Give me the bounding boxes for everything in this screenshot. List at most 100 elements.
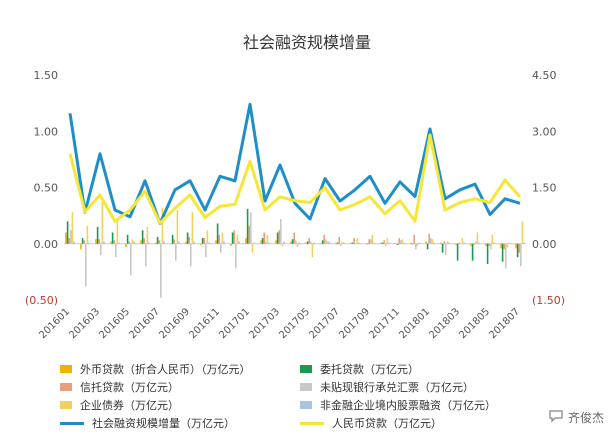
bar xyxy=(186,232,189,244)
bar xyxy=(476,232,479,244)
x-tick-label: 201711 xyxy=(367,306,402,341)
x-tick-label: 201609 xyxy=(157,306,192,341)
x-tick-label: 201801 xyxy=(397,306,432,341)
x-tick-label: 201603 xyxy=(67,306,102,341)
legend-item-bank-acceptance: 未贴现银行承兑汇票（万亿元） xyxy=(300,379,540,395)
bar xyxy=(341,241,344,244)
bar xyxy=(506,243,509,248)
bar xyxy=(260,240,262,244)
bar xyxy=(445,243,447,255)
bar xyxy=(520,243,522,267)
bar xyxy=(141,230,144,244)
bar xyxy=(170,243,172,245)
legend-label: 人民币贷款（万亿元） xyxy=(332,417,442,430)
bar xyxy=(433,242,435,244)
bar xyxy=(350,242,352,244)
bar xyxy=(470,243,472,246)
bar xyxy=(306,241,309,244)
bar xyxy=(208,242,210,244)
bar xyxy=(488,243,490,246)
bar xyxy=(418,242,420,244)
bar xyxy=(115,243,117,258)
bar xyxy=(340,243,342,246)
bar xyxy=(431,239,434,244)
bar xyxy=(250,212,252,244)
left-tick-label: 1.00 xyxy=(34,125,59,138)
bar xyxy=(493,242,495,244)
legend-label: 非金融企业境内股票融资（万亿元） xyxy=(320,399,496,412)
bar xyxy=(251,243,254,253)
legend-label: 信托贷款（万亿元） xyxy=(80,381,179,394)
bar xyxy=(311,243,314,258)
rmb-loans-line xyxy=(68,133,522,225)
bar xyxy=(478,242,480,244)
bar xyxy=(155,242,157,244)
bar xyxy=(185,241,187,244)
bar xyxy=(491,234,494,244)
x-tick-label: 201607 xyxy=(127,306,162,341)
bar xyxy=(220,243,222,253)
bar xyxy=(238,241,240,244)
bar xyxy=(88,242,90,244)
bar xyxy=(335,242,337,244)
bar xyxy=(230,243,232,246)
legend-label: 社会融资规模增量（万亿元） xyxy=(92,417,235,430)
legend-item-corporate-bonds: 企业债券（万亿元） xyxy=(60,397,300,413)
legend-swatch xyxy=(60,421,84,425)
bar xyxy=(200,243,202,245)
bar xyxy=(128,241,130,244)
bar xyxy=(523,242,525,244)
bar xyxy=(171,234,174,244)
bar xyxy=(295,240,297,244)
bar xyxy=(296,243,299,248)
bar xyxy=(70,230,72,244)
x-tick-label: 201707 xyxy=(307,306,342,341)
bar xyxy=(265,241,267,244)
bar xyxy=(351,242,354,244)
bar xyxy=(253,242,255,244)
x-tick-label: 201611 xyxy=(187,306,222,341)
bar xyxy=(440,242,442,244)
bar xyxy=(130,243,132,276)
bar xyxy=(448,242,450,244)
bar xyxy=(521,221,524,244)
bar xyxy=(71,212,74,244)
bar xyxy=(268,242,270,244)
bar xyxy=(290,241,292,244)
bar xyxy=(473,243,475,245)
bar xyxy=(125,243,127,248)
x-tick-label: 201803 xyxy=(427,306,462,341)
legend-swatch xyxy=(300,401,312,409)
bar xyxy=(308,238,310,244)
bar xyxy=(281,243,284,246)
bar xyxy=(118,242,120,244)
bar xyxy=(235,243,237,269)
left-tick-label: 1.50 xyxy=(34,69,59,82)
bar xyxy=(215,240,217,244)
bar xyxy=(395,243,397,245)
bar xyxy=(365,243,367,245)
legend-item-entrusted-loans: 委托贷款（万亿元） xyxy=(300,361,540,377)
bar xyxy=(446,241,449,244)
bar xyxy=(460,243,462,245)
bar xyxy=(221,232,224,244)
legend-swatch xyxy=(300,383,312,391)
bar xyxy=(86,225,89,244)
bar xyxy=(278,230,280,244)
legend-swatch xyxy=(300,365,312,373)
bar xyxy=(428,233,430,244)
bar xyxy=(83,240,85,244)
bar xyxy=(111,232,114,244)
bar xyxy=(233,230,235,244)
bar xyxy=(338,237,340,244)
bar xyxy=(373,242,375,244)
bar xyxy=(110,241,112,244)
legend-item-trust-loans: 信托贷款（万亿元） xyxy=(60,379,300,395)
left-tick-label: 0.50 xyxy=(34,182,59,195)
x-tick-label: 201709 xyxy=(337,306,372,341)
bar xyxy=(371,234,374,244)
bar xyxy=(65,232,67,244)
legend-item-rmb-loans: 人民币贷款（万亿元） xyxy=(300,415,540,431)
bar xyxy=(156,237,159,244)
bar xyxy=(370,239,372,244)
